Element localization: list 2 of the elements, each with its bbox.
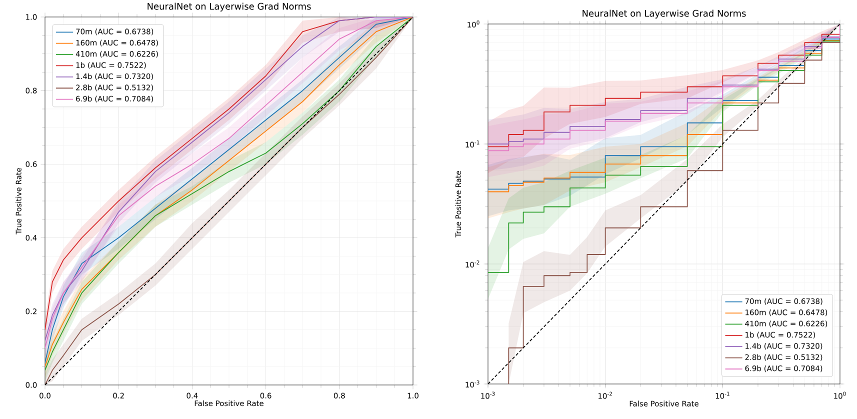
chart-title: NeuralNet on Layerwise Grad Norms — [582, 10, 746, 18]
chart-title: NeuralNet on Layerwise Grad Norms — [148, 2, 311, 12]
